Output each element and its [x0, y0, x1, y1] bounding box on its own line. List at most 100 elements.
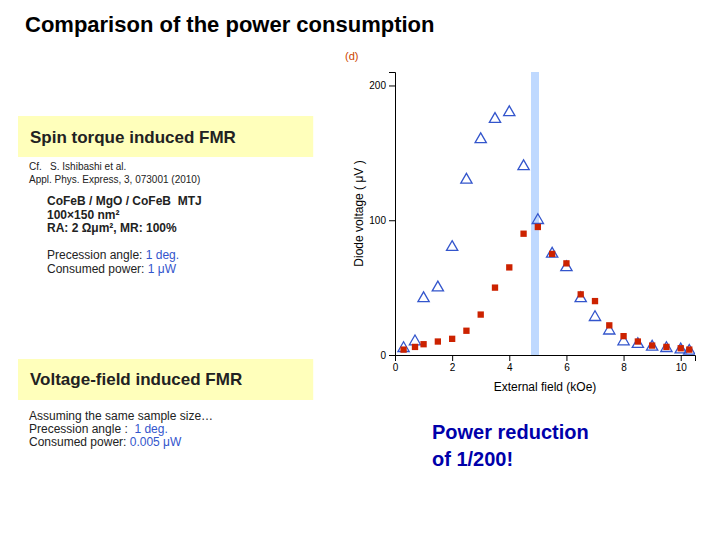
plot-area: [398, 72, 695, 355]
tick-label: 100: [369, 215, 386, 226]
tick: 4: [507, 355, 513, 373]
point: [412, 344, 418, 350]
point: [632, 338, 643, 348]
point: [686, 346, 692, 352]
label-box: [18, 359, 313, 400]
annotation: Consumed power: 1 μW: [47, 262, 177, 276]
point: [592, 298, 598, 304]
point: [547, 247, 558, 257]
point: [420, 341, 426, 347]
tick-mark: [624, 355, 625, 361]
annotation-text: (d): [345, 50, 358, 62]
annotation-text: Precession angle:: [47, 248, 146, 262]
annotation: Power reduction: [432, 421, 589, 443]
point: [684, 344, 695, 354]
point: [535, 224, 541, 230]
series: [400, 224, 692, 353]
point: [561, 261, 572, 271]
annotation-value: 1 μW: [148, 262, 177, 276]
point: [661, 342, 672, 352]
annotation-value: 0.005 μW: [130, 435, 182, 449]
x-axis-title: External field (kOe): [494, 380, 597, 394]
tick-mark: [681, 355, 682, 361]
point: [463, 328, 469, 334]
y-axis-title: Diode voltage ( μV ): [352, 160, 366, 266]
annotation: Precession angle: 1 deg.: [47, 248, 179, 262]
point: [489, 113, 500, 123]
tick-mark: [389, 220, 395, 221]
point: [532, 214, 543, 224]
tick-label: 10: [676, 362, 688, 373]
tick: 6: [564, 355, 570, 373]
annotation: RA: 2 Ωμm², MR: 100%: [47, 221, 177, 235]
tick: 100: [369, 215, 395, 226]
point: [492, 284, 498, 290]
annotation-text: Assuming the same sample size…: [29, 409, 213, 423]
annotation: Assuming the same sample size…: [29, 409, 213, 423]
annotation-value: 1 deg.: [146, 248, 179, 262]
point: [518, 160, 529, 170]
annotation-text: Power reduction: [432, 421, 589, 443]
annotation: Cf. S. Ishibashi et al.: [29, 161, 126, 172]
label-box: [18, 116, 313, 157]
tick-label: 2: [450, 362, 456, 373]
point: [549, 251, 555, 257]
point: [506, 264, 512, 270]
annotation: 100×150 nm²: [47, 208, 119, 222]
point: [475, 133, 486, 143]
annotation-text: Consumed power:: [29, 435, 130, 449]
point: [647, 340, 658, 350]
annotation: Precession angle : 1 deg.: [29, 422, 168, 436]
point: [504, 106, 515, 116]
annotation-text: of 1/200!: [432, 448, 513, 470]
annotation-value: 1 deg.: [134, 422, 167, 436]
annotation-text: Precession angle :: [29, 422, 134, 436]
tick-mark: [509, 355, 510, 361]
point: [461, 173, 472, 183]
annotation-text: RA: 2 Ωμm², MR: 100%: [47, 221, 177, 235]
tick-label: 0: [380, 350, 386, 361]
tick-mark: [452, 355, 453, 361]
point: [449, 336, 455, 342]
axis-line: [389, 73, 396, 356]
tick-mark: [389, 85, 395, 86]
annotations: Spin torque induced FMR Cf. S. Ishibashi …: [18, 50, 589, 470]
annotation: CoFeB / MgO / CoFeB MTJ: [47, 194, 202, 208]
tick-label: 6: [564, 362, 570, 373]
point: [635, 338, 641, 344]
chart: Comparison of the power consumption Spin …: [0, 0, 720, 540]
point: [435, 338, 441, 344]
point: [409, 335, 420, 345]
point: [418, 292, 429, 302]
tick: 0: [380, 350, 395, 361]
tick: 10: [676, 355, 688, 373]
tick: 2: [450, 355, 456, 373]
axis-line: [396, 356, 696, 362]
annotation-text: Consumed power:: [47, 262, 148, 276]
annotation: Voltage-field induced FMR: [30, 370, 242, 389]
tick: 0: [393, 355, 399, 373]
x-axis: 0 2 4 6 8 10: [393, 355, 696, 373]
point: [478, 311, 484, 317]
tick: 8: [621, 355, 627, 373]
annotation: Consumed power: 0.005 μW: [29, 435, 182, 449]
tick-label: 8: [621, 362, 627, 373]
point: [678, 345, 684, 351]
point: [575, 292, 586, 302]
point: [520, 231, 526, 237]
y-axis: 0100200: [369, 73, 395, 361]
tick-mark: [389, 355, 395, 356]
series: [398, 106, 695, 354]
annotation-text: Spin torque induced FMR: [30, 128, 236, 147]
point: [606, 322, 612, 328]
annotation-text: Appl. Phys. Express, 3, 073001 (2010): [29, 174, 200, 185]
annotation-text: Voltage-field induced FMR: [30, 370, 242, 389]
point: [400, 346, 406, 352]
annotation: of 1/200!: [432, 448, 513, 470]
tick-mark: [566, 355, 567, 361]
point: [563, 260, 569, 266]
annotation: (d): [345, 50, 358, 62]
point: [663, 344, 669, 350]
point: [578, 291, 584, 297]
title: Comparison of the power consumption: [25, 12, 434, 37]
